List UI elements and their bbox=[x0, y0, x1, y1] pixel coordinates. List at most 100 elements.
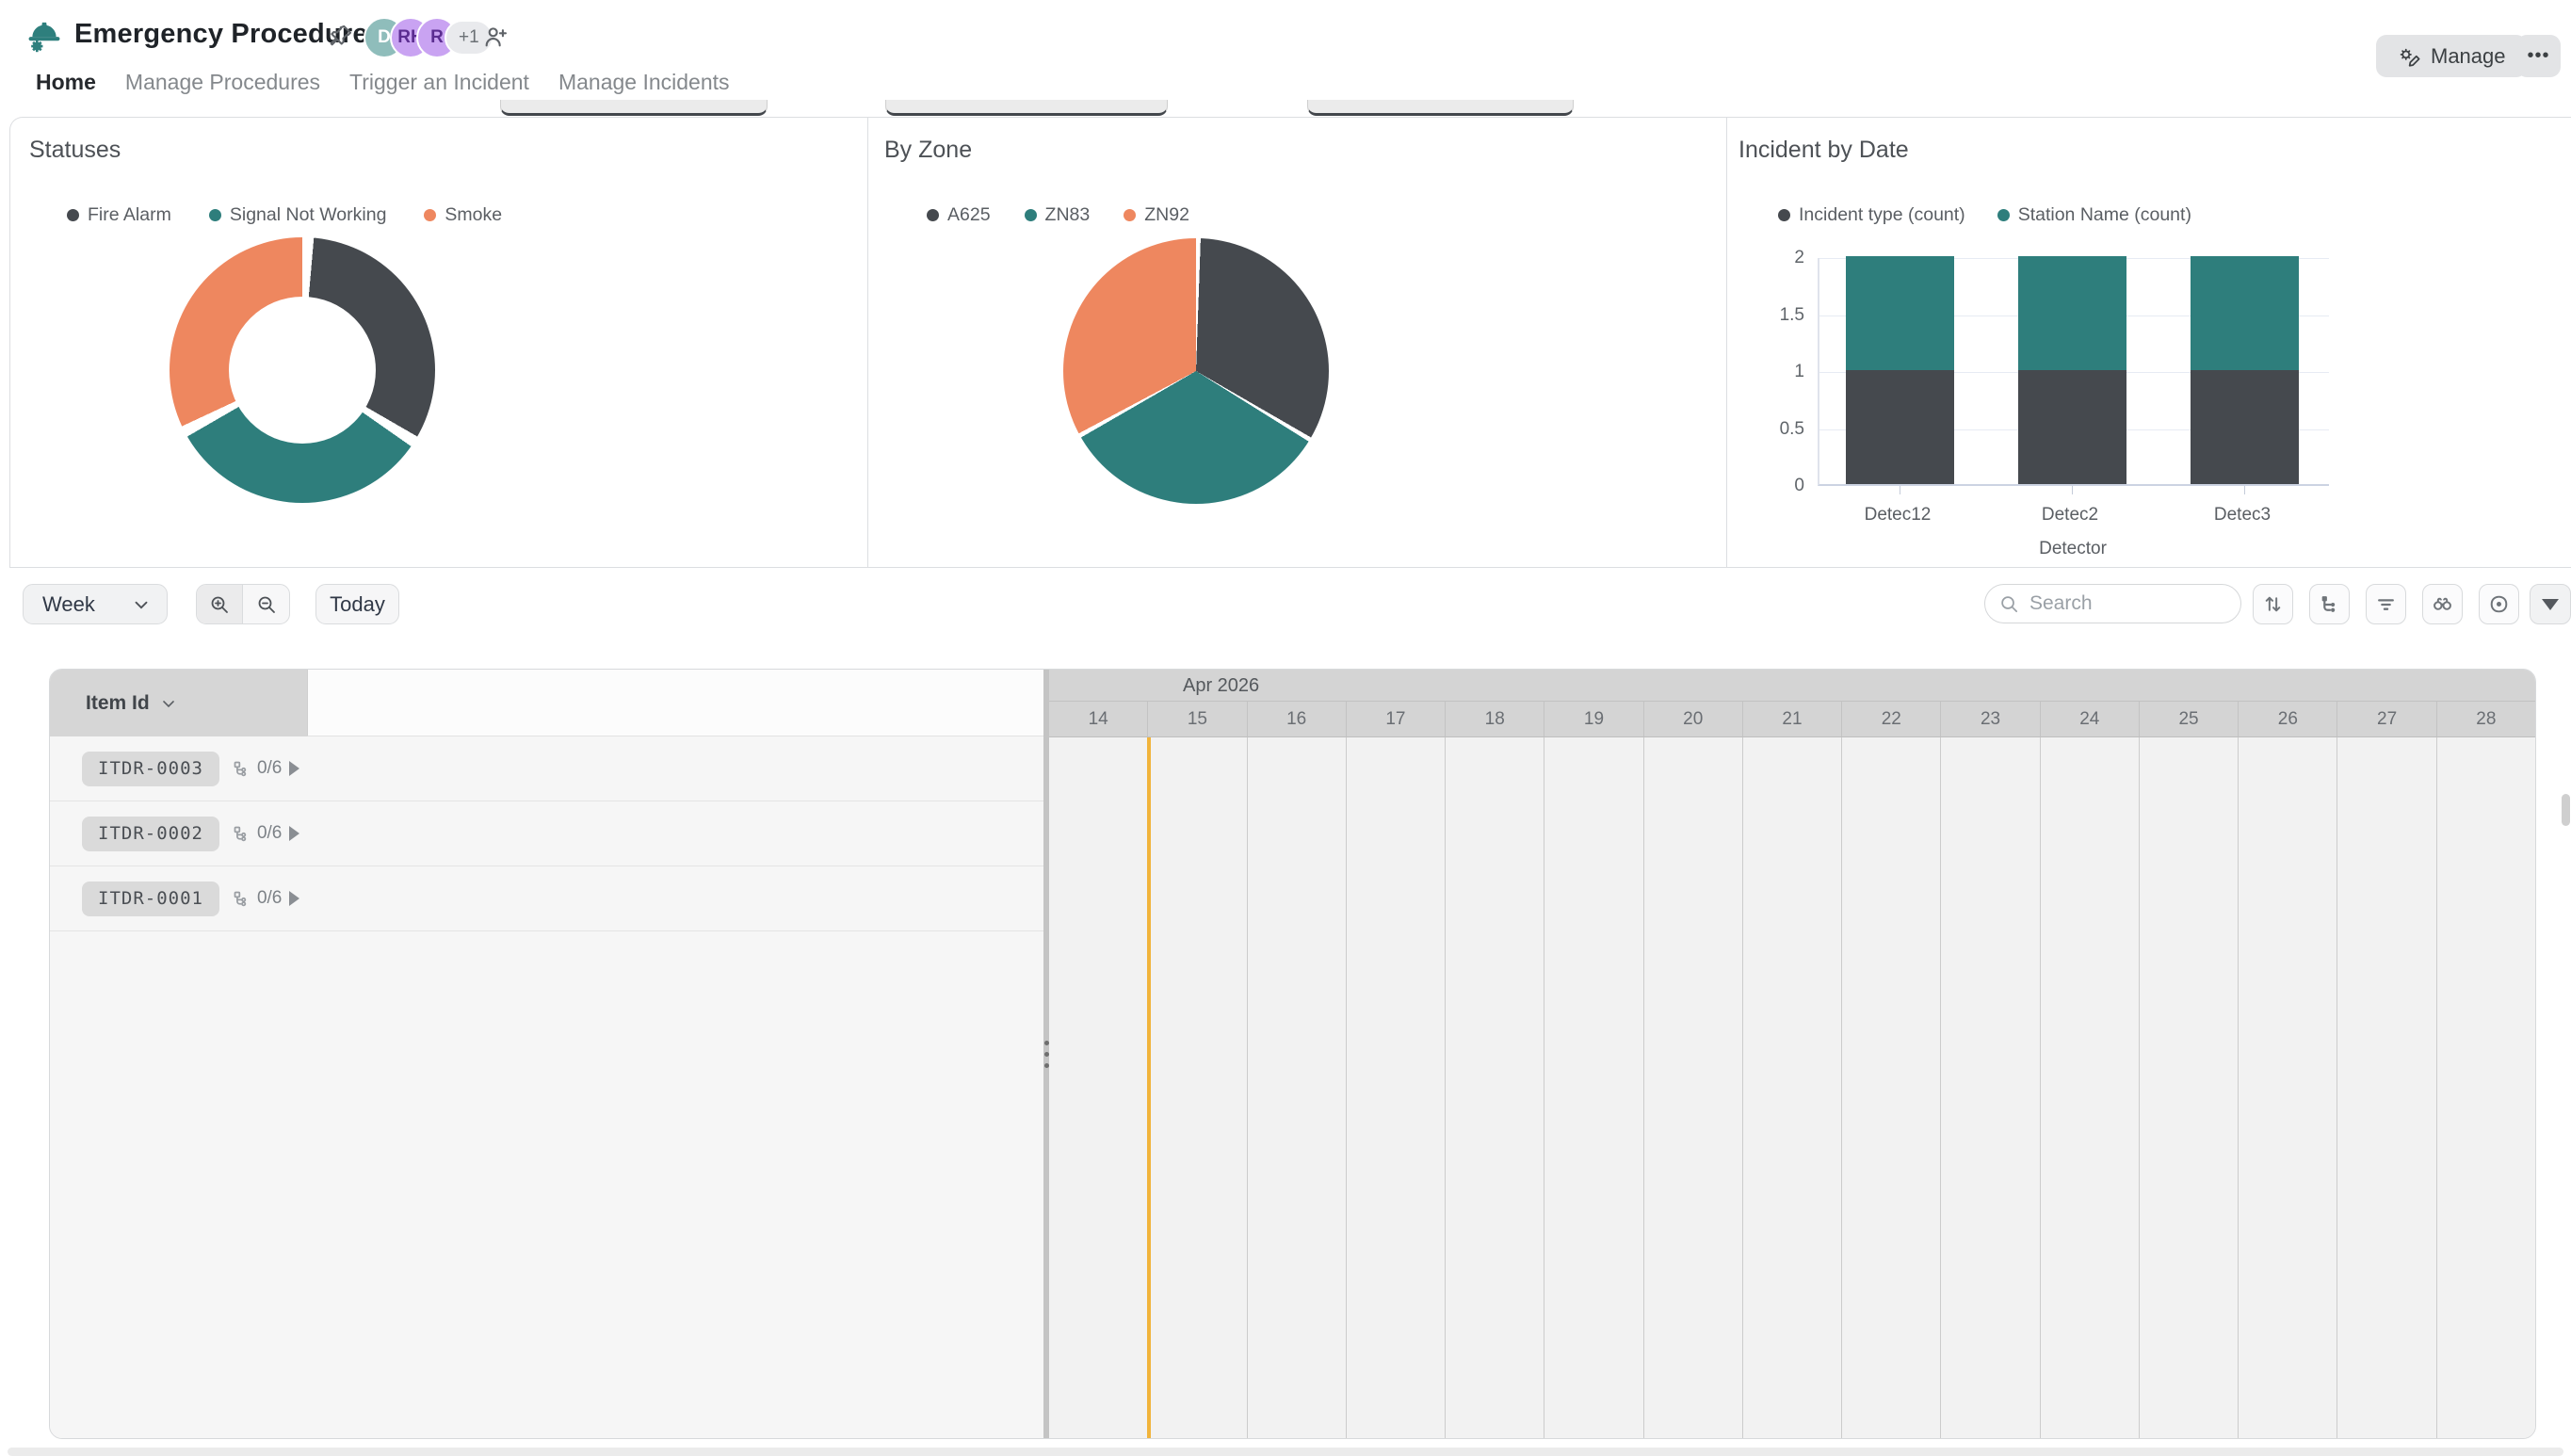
gantt-timeline: Apr 2026 14 15 16 17 18 19 20 21 22 23 24 25 26 27 28 bbox=[1049, 670, 2535, 1438]
day-column-15[interactable] bbox=[1147, 737, 1246, 1438]
day-header-25[interactable]: 25 bbox=[2138, 702, 2238, 736]
filter-icon[interactable] bbox=[2366, 584, 2406, 624]
subtask-progress-count: 0/6 bbox=[256, 758, 283, 778]
day-column-27[interactable] bbox=[2337, 737, 2435, 1438]
nav-item-home[interactable]: Home bbox=[36, 70, 96, 94]
day-header-27[interactable]: 27 bbox=[2337, 702, 2435, 736]
horizontal-scrollbar-track[interactable] bbox=[8, 1448, 2563, 1456]
range-selector-value: Week bbox=[42, 591, 95, 616]
avatar-overflow-count[interactable]: +1 bbox=[445, 20, 493, 56]
legend-dot bbox=[1997, 209, 2010, 221]
item-id-header-label: Item Id bbox=[86, 691, 150, 714]
day-header-15[interactable]: 15 bbox=[1147, 702, 1246, 736]
statuses-donut-chart[interactable] bbox=[170, 237, 435, 503]
day-header-16[interactable]: 16 bbox=[1246, 702, 1346, 736]
zoom-in-icon[interactable] bbox=[197, 585, 243, 623]
day-header-19[interactable]: 19 bbox=[1544, 702, 1642, 736]
legend-label: ZN83 bbox=[1044, 204, 1091, 225]
gantt-table-area bbox=[50, 736, 1043, 1438]
timeline-body[interactable] bbox=[1049, 737, 2535, 1438]
day-header-17[interactable]: 17 bbox=[1345, 702, 1445, 736]
item-id-badge[interactable]: ITDR-0003 bbox=[82, 751, 219, 786]
legend-item: A625 bbox=[927, 204, 991, 226]
day-header-21[interactable]: 21 bbox=[1741, 702, 1841, 736]
day-column-17[interactable] bbox=[1345, 737, 1445, 1438]
legend-item: Smoke bbox=[424, 204, 502, 226]
y-tick-label: 2 bbox=[1794, 248, 1804, 267]
incident-by-date-legend: Incident type (count) Station Name (count… bbox=[1778, 204, 2191, 226]
day-header-26[interactable]: 26 bbox=[2238, 702, 2337, 736]
day-header-23[interactable]: 23 bbox=[1940, 702, 2039, 736]
legend-item: Station Name (count) bbox=[1997, 204, 2191, 226]
vertical-scrollbar-thumb[interactable] bbox=[2562, 794, 2570, 826]
day-column-16[interactable] bbox=[1246, 737, 1346, 1438]
x-tick-label: Detec12 bbox=[1864, 505, 1932, 525]
hierarchy-tree-icon[interactable] bbox=[2309, 584, 2350, 624]
stacked-bar-detec2[interactable] bbox=[2017, 256, 2126, 484]
x-tick-label: Detec3 bbox=[2213, 505, 2272, 525]
day-column-28[interactable] bbox=[2435, 737, 2535, 1438]
day-header-28[interactable]: 28 bbox=[2435, 702, 2535, 736]
legend-label: Station Name (count) bbox=[2017, 204, 2191, 225]
search-input[interactable] bbox=[2029, 592, 2285, 615]
add-collaborator-icon[interactable] bbox=[482, 24, 509, 50]
by-zone-legend: A625 ZN83 ZN92 bbox=[927, 204, 1189, 226]
day-column-20[interactable] bbox=[1642, 737, 1742, 1438]
table-timeline-splitter[interactable] bbox=[1043, 670, 1049, 1438]
day-column-22[interactable] bbox=[1841, 737, 1940, 1438]
gantt-row: ITDR-0001 0/6 bbox=[50, 866, 1043, 931]
bar-chart-x-axis-title: Detector bbox=[2039, 539, 2107, 558]
day-column-26[interactable] bbox=[2238, 737, 2337, 1438]
day-column-23[interactable] bbox=[1940, 737, 2039, 1438]
y-tick-label: 1 bbox=[1794, 362, 1804, 381]
item-id-badge[interactable]: ITDR-0001 bbox=[82, 881, 219, 916]
gantt-search[interactable] bbox=[1984, 584, 2285, 623]
expand-row-icon[interactable] bbox=[289, 761, 300, 776]
more-options-button[interactable]: ••• bbox=[2516, 35, 2561, 77]
item-id-badge[interactable]: ITDR-0002 bbox=[82, 816, 219, 851]
cutoff-control-1[interactable] bbox=[500, 97, 768, 116]
day-header-24[interactable]: 24 bbox=[2039, 702, 2139, 736]
day-header-18[interactable]: 18 bbox=[1445, 702, 1544, 736]
zoom-out-icon[interactable] bbox=[243, 585, 289, 623]
legend-dot bbox=[1024, 209, 1037, 221]
legend-label: A625 bbox=[947, 204, 991, 225]
collapse-panel-icon[interactable] bbox=[2530, 584, 2571, 624]
item-id-column-header[interactable]: Item Id bbox=[50, 670, 307, 736]
cutoff-control-2[interactable] bbox=[885, 97, 1168, 116]
timeline-month-label: Apr 2026 bbox=[1183, 674, 1260, 696]
range-selector-dropdown[interactable]: Week bbox=[23, 584, 168, 624]
timeline-month-band: Apr 2026 bbox=[1049, 670, 2535, 702]
binoculars-icon[interactable] bbox=[2422, 584, 2463, 624]
focus-target-icon[interactable] bbox=[2479, 584, 2519, 624]
nav-item-trigger-an-incident[interactable]: Trigger an Incident bbox=[349, 70, 529, 94]
sort-icon[interactable] bbox=[2253, 584, 2293, 624]
by-zone-pie-chart[interactable] bbox=[1063, 238, 1329, 504]
expand-row-icon[interactable] bbox=[289, 891, 300, 906]
pin-icon[interactable] bbox=[328, 23, 354, 49]
stacked-bar-detec3[interactable] bbox=[2190, 256, 2299, 484]
timeline-day-band: 14 15 16 17 18 19 20 21 22 23 24 25 26 27 28 bbox=[1049, 702, 2535, 737]
day-column-24[interactable] bbox=[2039, 737, 2139, 1438]
day-column-19[interactable] bbox=[1544, 737, 1642, 1438]
day-column-25[interactable] bbox=[2138, 737, 2238, 1438]
cutoff-control-3[interactable] bbox=[1307, 97, 1574, 116]
legend-label: Fire Alarm bbox=[88, 204, 171, 225]
nav-item-manage-procedures[interactable]: Manage Procedures bbox=[124, 70, 321, 94]
stacked-bar-detec12[interactable] bbox=[1845, 256, 1954, 484]
search-icon bbox=[1998, 593, 2020, 615]
incident-by-date-bar-plot[interactable] bbox=[1818, 256, 2329, 494]
day-header-20[interactable]: 20 bbox=[1642, 702, 1742, 736]
day-header-22[interactable]: 22 bbox=[1841, 702, 1940, 736]
day-header-14[interactable]: 14 bbox=[1088, 708, 1108, 729]
day-column-18[interactable] bbox=[1445, 737, 1544, 1438]
day-column-14[interactable] bbox=[1049, 737, 1147, 1438]
legend-dot bbox=[208, 209, 221, 221]
day-column-21[interactable] bbox=[1741, 737, 1841, 1438]
manage-button[interactable]: Manage bbox=[2376, 35, 2527, 77]
collaborator-avatars[interactable]: D RH R +1 bbox=[364, 17, 493, 58]
today-button[interactable]: Today bbox=[315, 584, 399, 624]
nav-item-manage-incidents[interactable]: Manage Incidents bbox=[558, 70, 730, 94]
subtasks-tree-icon bbox=[232, 824, 251, 844]
expand-row-icon[interactable] bbox=[289, 826, 300, 841]
